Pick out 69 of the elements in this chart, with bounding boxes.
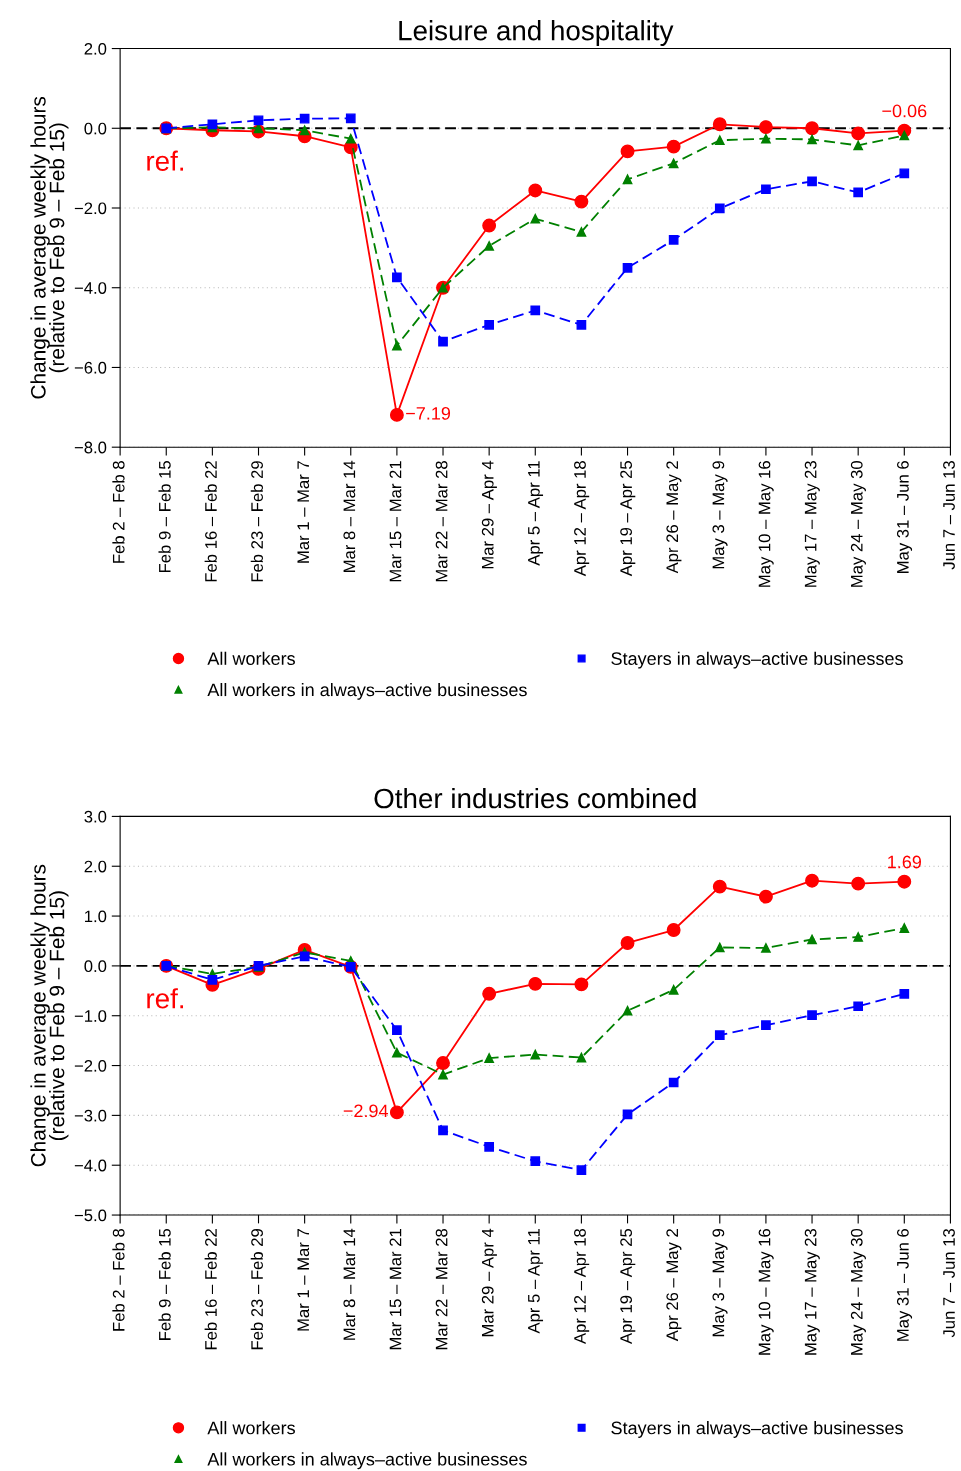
- y-tick-label: −4.0: [74, 1159, 107, 1172]
- legend-label: All workers: [207, 651, 295, 665]
- x-tick-label: Jun 7 – Jun 13: [943, 461, 955, 570]
- x-tick-label: Jun 7 – Jun 13: [943, 1228, 955, 1338]
- annotation: 1.69: [888, 855, 922, 869]
- annotation: −0.06: [882, 104, 927, 118]
- legend-label: All workers in always–active businesses: [207, 1452, 527, 1470]
- x-tick-label: May 17 – May 23: [804, 461, 820, 587]
- x-tick-label: Mar 1 – Mar 7: [297, 461, 310, 563]
- x-tick-label: Mar 8 – Mar 14: [343, 1228, 356, 1340]
- legend-label: Stayers in always–active businesses: [611, 1421, 903, 1438]
- chart-title: Other industries combined: [374, 787, 696, 809]
- y-tick-label: −4.0: [74, 282, 107, 294]
- y-tick-label: −6.0: [74, 361, 107, 374]
- y-tick-label: 3.0: [84, 810, 107, 823]
- x-tick-label: Apr 12 – Apr 18: [574, 461, 590, 577]
- x-tick-label: Apr 19 – Apr 25: [620, 1228, 636, 1345]
- y-axis-title: Change in average weekly hours (relative to Feb 9 – Feb 15): [30, 96, 69, 399]
- chart-title: Leisure and hospitality: [399, 20, 674, 46]
- x-tick-label: Mar 1 – Mar 7: [297, 1229, 310, 1331]
- y-axis-title: Change in average weekly hours (relative to Feb 9 – Feb 15): [30, 864, 69, 1167]
- x-tick-label: May 31 – Jun 6: [896, 1228, 913, 1341]
- x-tick-label: May 10 – May 16: [758, 461, 774, 587]
- x-tick-label: Feb 9 – Feb 15: [158, 461, 171, 573]
- annotation: −7.19: [406, 406, 451, 420]
- legend-label: All workers: [207, 1421, 295, 1435]
- x-tick-label: Mar 29 – Apr 4: [481, 1228, 497, 1337]
- x-tick-label: Feb 23 – Feb 29: [250, 1229, 263, 1350]
- x-tick-label: Feb 23 – Feb 29: [250, 461, 263, 582]
- annotation: −2.94: [343, 1104, 389, 1118]
- y-tick-label: −1.0: [74, 1010, 107, 1022]
- x-tick-label: Apr 26 – May 2: [666, 1229, 682, 1342]
- x-tick-label: Apr 5 – Apr 11: [528, 461, 544, 566]
- y-tick-label: −8.0: [74, 441, 107, 454]
- y-tick-label: 0.0: [84, 122, 107, 135]
- x-tick-label: Mar 22 – Mar 28: [435, 461, 448, 582]
- annotation: ref.: [147, 150, 184, 171]
- x-tick-label: May 24 – May 30: [850, 461, 866, 587]
- x-tick-label: Feb 16 – Feb 22: [204, 461, 217, 582]
- y-tick-label: 2.0: [84, 860, 107, 873]
- x-tick-label: Mar 15 – Mar 21: [389, 461, 402, 582]
- x-tick-label: Mar 8 – Mar 14: [343, 460, 356, 573]
- legend-label: Stayers in always–active businesses: [611, 651, 903, 669]
- x-tick-label: May 17 – May 23: [804, 1228, 820, 1355]
- y-tick-label: 0.0: [84, 960, 107, 973]
- x-tick-label: May 3 – May 9: [712, 461, 728, 569]
- x-tick-label: Mar 29 – Apr 4: [481, 460, 497, 569]
- annotation: ref.: [147, 988, 184, 1009]
- x-tick-label: Feb 2 – Feb 8: [112, 1228, 125, 1331]
- y-tick-label: −5.0: [74, 1209, 107, 1222]
- x-tick-label: Feb 2 – Feb 8: [112, 461, 125, 563]
- x-tick-label: Mar 15 – Mar 21: [389, 1229, 402, 1350]
- x-tick-label: May 24 – May 30: [850, 1228, 866, 1355]
- x-tick-label: May 10 – May 16: [758, 1228, 774, 1355]
- x-tick-label: Apr 26 – May 2: [666, 461, 682, 574]
- x-tick-label: May 3 – May 9: [712, 1229, 728, 1337]
- y-tick-label: −2.0: [74, 1059, 107, 1072]
- x-tick-label: Apr 12 – Apr 18: [574, 1228, 590, 1345]
- y-tick-label: 1.0: [85, 910, 107, 923]
- y-tick-label: 2.0: [84, 42, 107, 55]
- x-tick-label: Apr 5 – Apr 11: [528, 1229, 544, 1334]
- x-tick-label: Mar 22 – Mar 28: [435, 1228, 448, 1350]
- x-tick-label: Apr 19 – Apr 25: [620, 461, 636, 577]
- x-tick-label: May 31 – Jun 6: [896, 461, 913, 573]
- y-tick-label: −2.0: [74, 202, 107, 215]
- y-tick-label: −3.0: [74, 1109, 107, 1122]
- x-tick-label: Feb 9 – Feb 15: [158, 1228, 171, 1340]
- x-tick-label: Feb 16 – Feb 22: [204, 1229, 217, 1350]
- legend-label: All workers in always–active businesses: [207, 683, 527, 700]
